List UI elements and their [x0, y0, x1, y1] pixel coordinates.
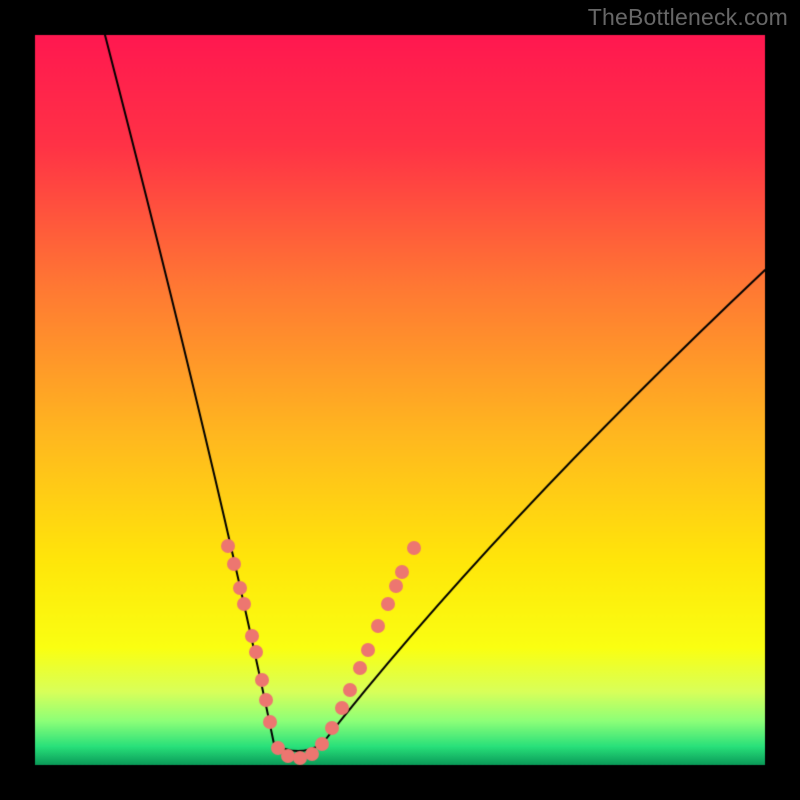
chart-container: TheBottleneck.com: [0, 0, 800, 800]
watermark-text: TheBottleneck.com: [588, 4, 788, 31]
bottleneck-curve-canvas: [0, 0, 800, 800]
